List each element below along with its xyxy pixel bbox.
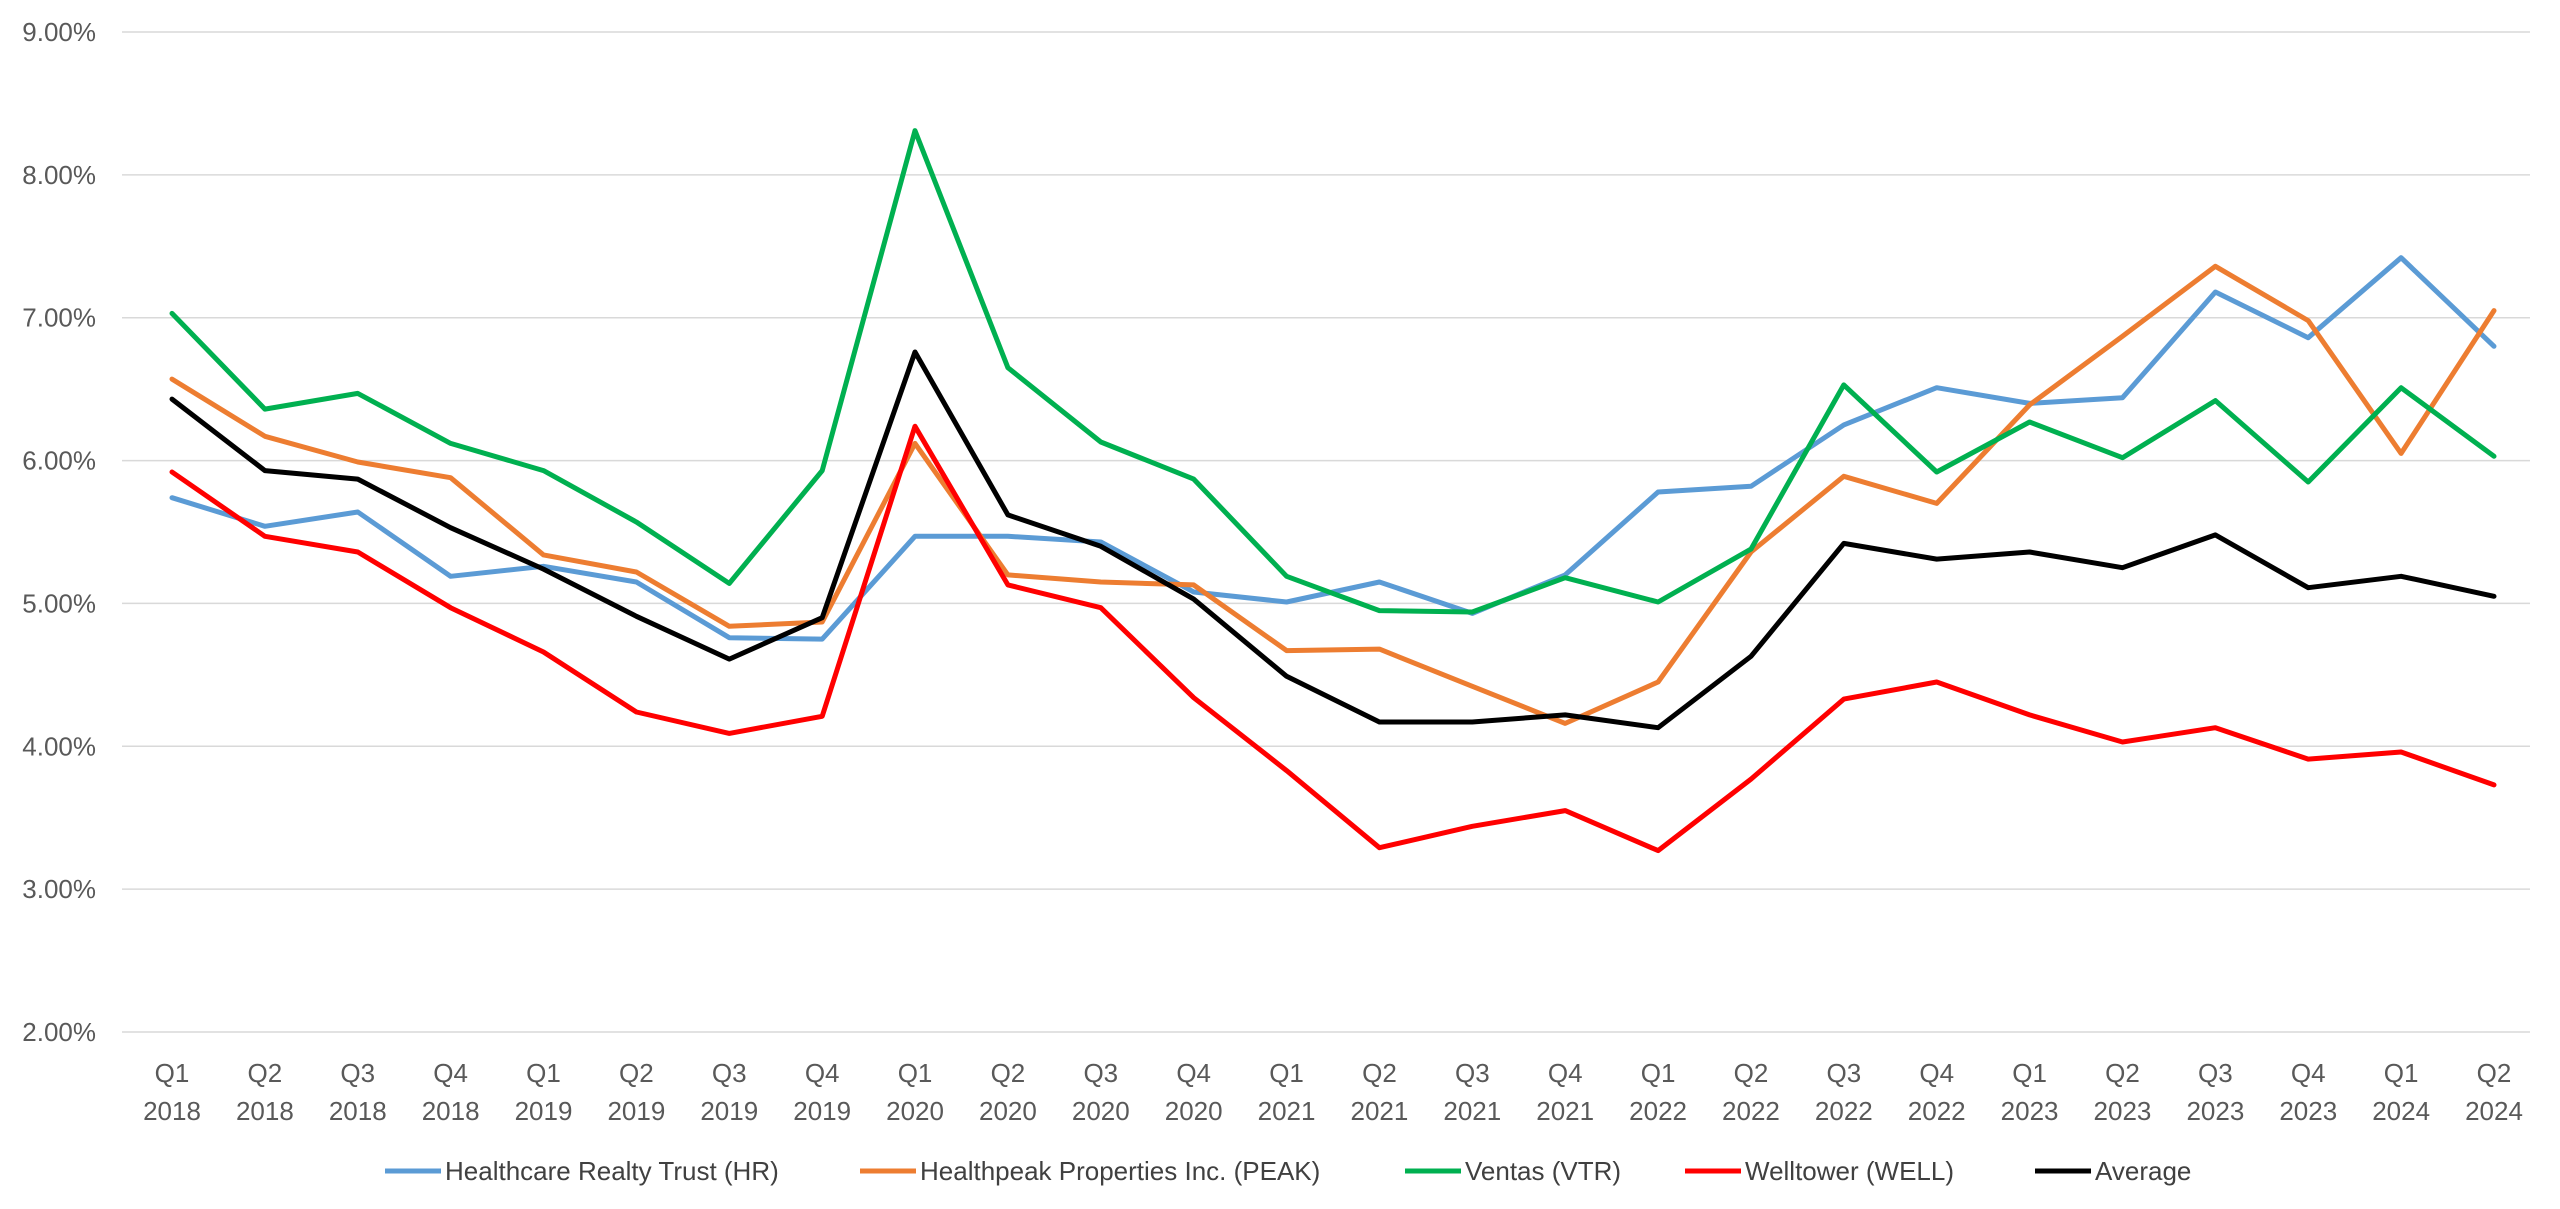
x-tick-label-year: 2022 — [1908, 1096, 1966, 1126]
x-tick-label-quarter: Q3 — [712, 1058, 747, 1088]
x-tick-label-quarter: Q1 — [526, 1058, 561, 1088]
x-tick-label-quarter: Q3 — [340, 1058, 375, 1088]
x-tick-label-year: 2022 — [1815, 1096, 1873, 1126]
x-tick-label-quarter: Q3 — [1083, 1058, 1118, 1088]
x-tick-label-quarter: Q2 — [619, 1058, 654, 1088]
x-tick-label-quarter: Q1 — [898, 1058, 933, 1088]
x-tick-label-year: 2019 — [793, 1096, 851, 1126]
y-tick-label: 6.00% — [22, 446, 96, 476]
y-tick-label: 5.00% — [22, 588, 96, 618]
x-tick-label-year: 2021 — [1536, 1096, 1594, 1126]
x-tick-label-quarter: Q1 — [1269, 1058, 1304, 1088]
x-tick-label-quarter: Q2 — [1362, 1058, 1397, 1088]
gridlines — [122, 31, 2530, 1033]
x-tick-label-year: 2021 — [1443, 1096, 1501, 1126]
x-tick-label-year: 2018 — [143, 1096, 201, 1126]
y-tick-label: 8.00% — [22, 160, 96, 190]
x-tick-label-year: 2021 — [1351, 1096, 1409, 1126]
legend-label-ventas-vtr: Ventas (VTR) — [1465, 1156, 1621, 1186]
series-line-healthcare-realty-trust-hr — [169, 255, 2497, 642]
x-tick-label-year: 2018 — [422, 1096, 480, 1126]
x-tick-label-year: 2021 — [1258, 1096, 1316, 1126]
y-axis-tick-labels: 2.00% 3.00% 4.00% 5.00% 6.00% 7.00% 8.00% 9.00% — [22, 17, 96, 1047]
x-tick-label-quarter: Q4 — [805, 1058, 840, 1088]
x-tick-label-quarter: Q4 — [2291, 1058, 2326, 1088]
legend: Healthcare Realty Trust (HR) Healthpeak P… — [385, 1156, 2191, 1186]
x-tick-label-quarter: Q4 — [433, 1058, 468, 1088]
x-tick-label-quarter: Q4 — [1176, 1058, 1211, 1088]
series-line-ventas-vtr — [169, 128, 2497, 615]
x-tick-label-quarter: Q1 — [155, 1058, 190, 1088]
y-tick-label: 7.00% — [22, 303, 96, 333]
x-tick-label-year: 2024 — [2372, 1096, 2430, 1126]
x-tick-label-quarter: Q2 — [1734, 1058, 1769, 1088]
x-tick-label-quarter: Q2 — [2477, 1058, 2512, 1088]
x-tick-label-quarter: Q1 — [1641, 1058, 1676, 1088]
x-tick-label-quarter: Q4 — [1548, 1058, 1583, 1088]
y-tick-label: 2.00% — [22, 1017, 96, 1047]
x-tick-label-year: 2020 — [886, 1096, 944, 1126]
x-tick-label-year: 2022 — [1629, 1096, 1687, 1126]
x-tick-label-year: 2022 — [1722, 1096, 1780, 1126]
x-tick-label-year: 2020 — [1165, 1096, 1223, 1126]
x-tick-label-year: 2023 — [2094, 1096, 2152, 1126]
series-line-healthpeak-properties-inc-peak — [169, 263, 2497, 726]
x-tick-label-quarter: Q1 — [2384, 1058, 2419, 1088]
x-tick-label-quarter: Q2 — [2105, 1058, 2140, 1088]
x-tick-label-quarter: Q3 — [1455, 1058, 1490, 1088]
x-tick-label-year: 2020 — [1072, 1096, 1130, 1126]
x-tick-label-quarter: Q3 — [2198, 1058, 2233, 1088]
y-tick-label: 3.00% — [22, 874, 96, 904]
legend-label-welltower-well: Welltower (WELL) — [1745, 1156, 1954, 1186]
x-tick-label-year: 2019 — [607, 1096, 665, 1126]
y-tick-label: 9.00% — [22, 17, 96, 47]
x-tick-label-quarter: Q3 — [1826, 1058, 1861, 1088]
y-tick-label: 4.00% — [22, 731, 96, 761]
x-tick-label-year: 2020 — [979, 1096, 1037, 1126]
x-tick-label-year: 2018 — [236, 1096, 294, 1126]
x-tick-label-year: 2019 — [700, 1096, 758, 1126]
x-tick-label-quarter: Q1 — [2012, 1058, 2047, 1088]
legend-label-healthpeak-properties-inc-peak: Healthpeak Properties Inc. (PEAK) — [920, 1156, 1320, 1186]
legend-label-average: Average — [2095, 1156, 2191, 1186]
series-lines — [169, 128, 2497, 854]
x-tick-label-quarter: Q2 — [991, 1058, 1026, 1088]
x-axis-tick-labels: Q1 2018 Q2 2018 Q3 2018 Q4 2018 Q1 2019 Q2 2019 Q3 20… — [143, 1058, 2523, 1126]
x-tick-label-year: 2023 — [2186, 1096, 2244, 1126]
legend-label-healthcare-realty-trust-hr: Healthcare Realty Trust (HR) — [445, 1156, 779, 1186]
x-tick-label-year: 2019 — [515, 1096, 573, 1126]
x-tick-label-year: 2023 — [2001, 1096, 2059, 1126]
x-tick-label-year: 2024 — [2465, 1096, 2523, 1126]
x-tick-label-year: 2023 — [2279, 1096, 2337, 1126]
x-tick-label-quarter: Q4 — [1919, 1058, 1954, 1088]
series-line-welltower-well — [169, 423, 2497, 854]
series-line-average — [169, 349, 2497, 731]
x-tick-label-year: 2018 — [329, 1096, 387, 1126]
x-tick-label-quarter: Q2 — [248, 1058, 283, 1088]
